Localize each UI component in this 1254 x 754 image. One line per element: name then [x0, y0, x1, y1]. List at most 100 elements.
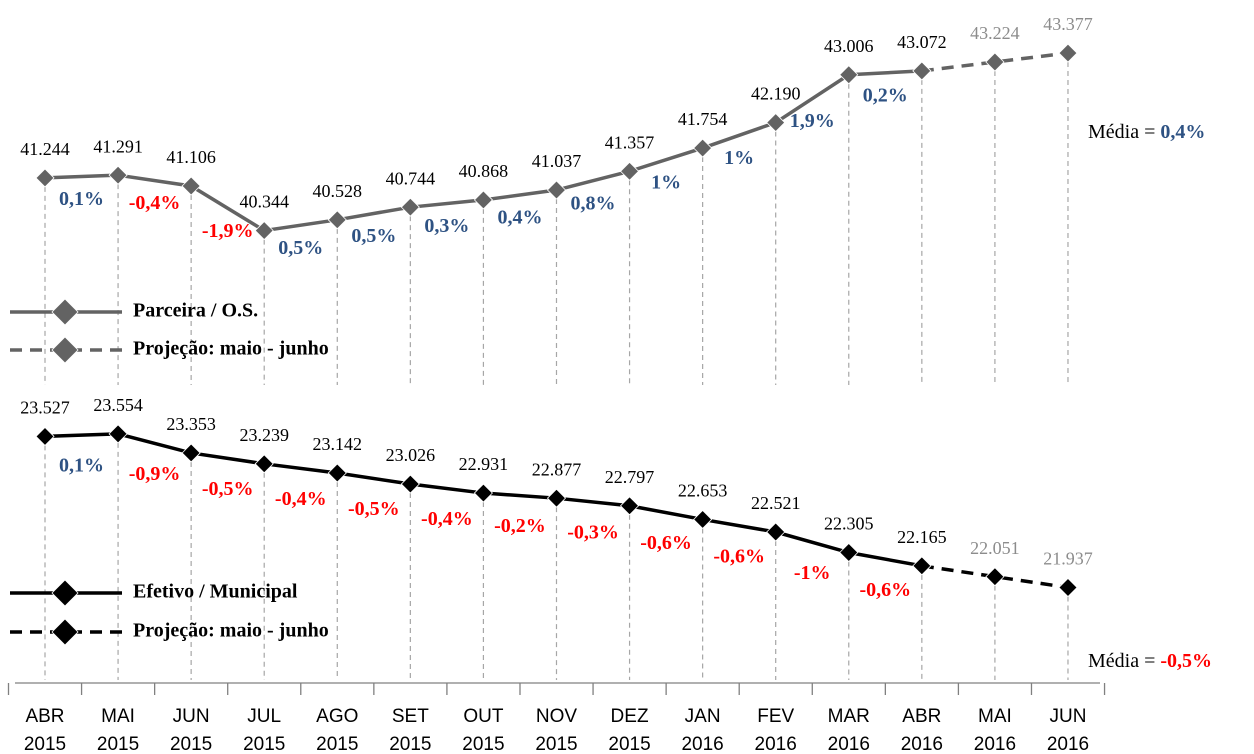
x-tick-label: NOV	[536, 706, 578, 727]
series-line	[921, 564, 1069, 590]
value-label: 22.305	[824, 514, 874, 534]
x-tick-label: 2016	[1047, 734, 1089, 754]
legend-label: Parceira / O.S.	[133, 300, 258, 322]
marker	[254, 221, 274, 241]
value-label: 22.653	[678, 481, 728, 501]
average-label: Média = -0,5%	[1088, 650, 1212, 672]
x-tick-label: JAN	[685, 706, 721, 727]
value-label: 41.754	[678, 109, 728, 129]
value-label: 41.037	[532, 151, 582, 171]
x-tick-label: MAR	[828, 706, 870, 727]
change-label: 0,8%	[571, 192, 616, 214]
x-tick-label: DEZ	[611, 706, 649, 727]
value-label: 22.877	[532, 459, 582, 479]
marker	[985, 52, 1005, 72]
x-tick-label: 2015	[97, 734, 139, 754]
value-label: 41.244	[20, 139, 70, 159]
value-label: 41.106	[166, 147, 216, 167]
change-label: -0,4%	[275, 488, 327, 510]
change-label: -1,9%	[202, 220, 254, 242]
value-label: 23.527	[20, 398, 70, 418]
marker	[619, 161, 640, 181]
marker	[254, 454, 274, 474]
average-label: Média = 0,4%	[1088, 121, 1205, 143]
value-label: 40.528	[313, 181, 363, 201]
change-label: 1,9%	[790, 110, 835, 132]
value-label: 41.291	[93, 136, 143, 156]
value-label: 23.142	[313, 434, 363, 454]
marker	[400, 197, 420, 217]
marker	[839, 65, 859, 85]
legend-marker	[51, 336, 79, 364]
legend-label: Efetivo / Municipal	[133, 581, 298, 603]
x-tick-label: 2015	[24, 734, 66, 754]
marker	[35, 426, 55, 447]
marker	[327, 463, 347, 483]
legend-marker	[51, 579, 79, 607]
change-label: 1%	[724, 147, 754, 169]
value-label: 40.744	[386, 168, 436, 188]
x-tick-label: 2015	[389, 734, 431, 754]
x-tick-label: JUN	[1050, 706, 1087, 727]
change-label: 0,5%	[278, 237, 323, 259]
x-tick-label: ABR	[25, 706, 64, 727]
value-label: 43.072	[897, 32, 947, 52]
value-label: 23.554	[93, 395, 143, 415]
change-label: -0,6%	[640, 532, 692, 554]
change-label: 0,2%	[863, 84, 908, 106]
legend-label: Projeção: maio - junho	[133, 338, 329, 360]
legend-label: Projeção: maio - junho	[133, 620, 329, 642]
x-tick-label: 2016	[974, 734, 1016, 754]
x-tick-label: 2016	[681, 734, 723, 754]
value-label: 22.165	[897, 527, 947, 547]
value-label: 23.026	[386, 445, 436, 465]
marker	[839, 542, 859, 563]
average-value: 0,4%	[1160, 121, 1205, 143]
marker	[108, 424, 128, 444]
change-label: -0,6%	[859, 579, 911, 601]
value-label: 43.006	[824, 36, 874, 56]
value-label: 22.521	[751, 493, 801, 513]
marker	[693, 138, 713, 158]
marker	[473, 190, 493, 210]
x-tick-label: ABR	[902, 706, 941, 727]
marker	[766, 112, 786, 133]
average-value: -0,5%	[1160, 650, 1212, 672]
marker	[766, 522, 786, 542]
marker	[181, 443, 201, 463]
x-tick-label: AGO	[316, 706, 358, 727]
series-line	[921, 51, 1069, 73]
x-tick-label: JUN	[173, 706, 210, 727]
marker	[108, 165, 128, 185]
change-label: -0,2%	[494, 515, 546, 537]
marker	[985, 567, 1005, 587]
value-label: 40.868	[459, 161, 509, 181]
x-tick-label: 2016	[901, 734, 943, 754]
value-label: 40.344	[239, 192, 289, 212]
value-label: 22.931	[459, 454, 509, 474]
marker	[546, 180, 567, 200]
marker	[1058, 577, 1078, 598]
x-tick-label: 2016	[828, 734, 870, 754]
x-tick-label: MAI	[978, 706, 1012, 727]
change-label: -1%	[794, 562, 831, 584]
marker	[35, 168, 55, 188]
value-label: 22.051	[970, 538, 1020, 558]
value-label: 23.239	[239, 425, 289, 445]
change-label: -0,3%	[567, 522, 619, 544]
value-label: 42.190	[751, 84, 801, 104]
value-label: 43.224	[970, 23, 1020, 43]
marker	[693, 509, 713, 530]
marker	[912, 556, 932, 576]
x-tick-label: JUL	[247, 706, 281, 727]
x-tick-label: 2015	[462, 734, 504, 754]
average-prefix: Média =	[1088, 650, 1160, 672]
value-label: 21.937	[1043, 549, 1093, 569]
change-label: 0,3%	[424, 215, 469, 237]
legend-marker	[51, 618, 79, 646]
legend-marker	[51, 298, 79, 326]
change-label: 0,1%	[59, 188, 104, 210]
average-prefix: Média =	[1088, 121, 1160, 143]
x-tick-label: 2015	[170, 734, 212, 754]
